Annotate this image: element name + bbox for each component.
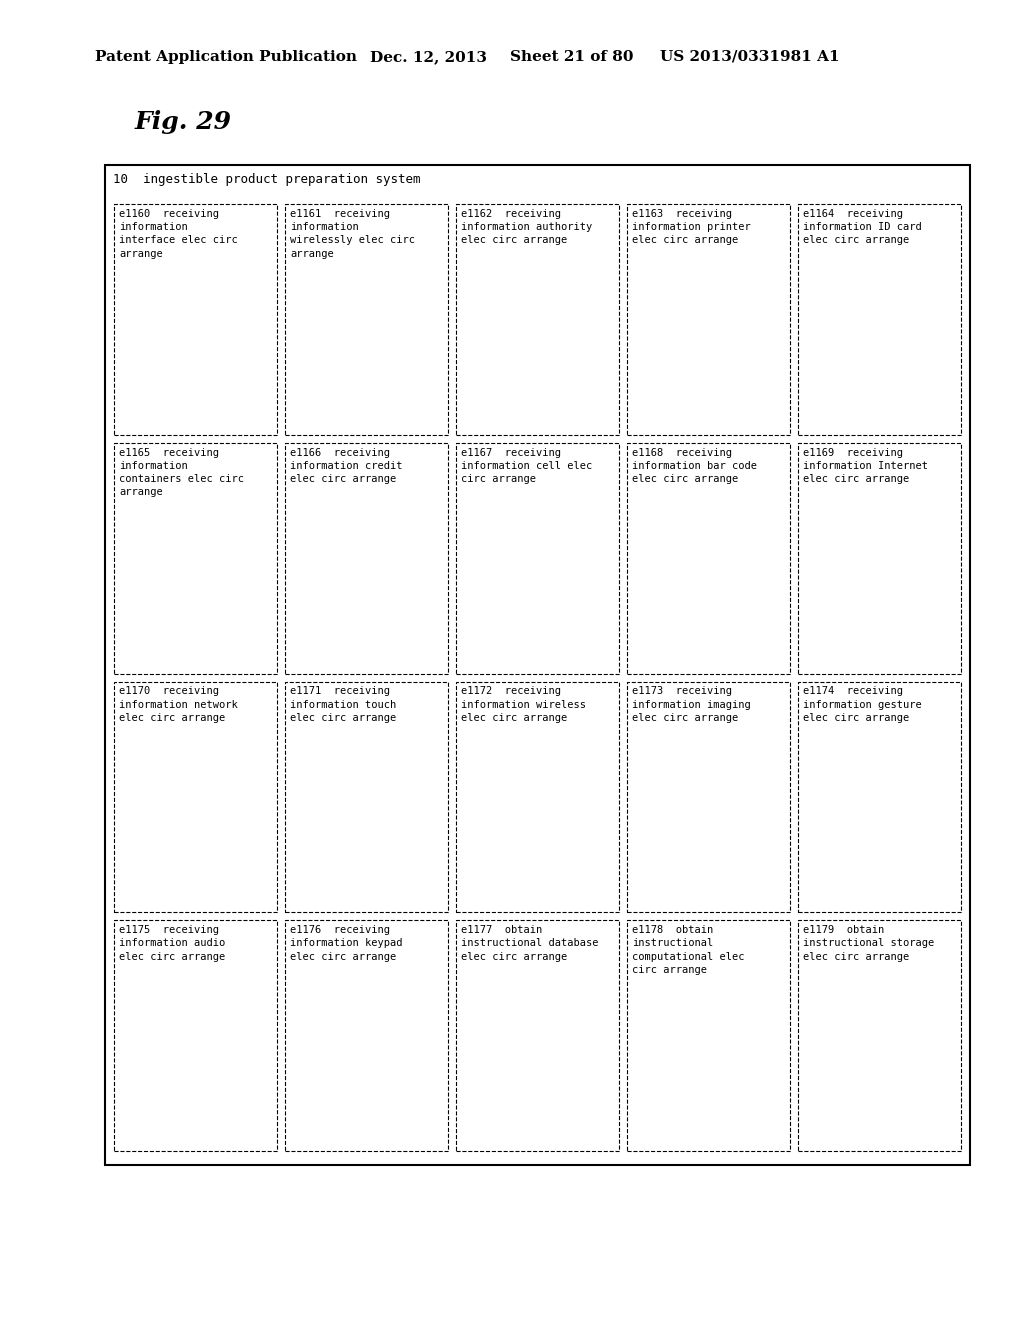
Text: e1171  receiving
information touch
elec circ arrange: e1171 receiving information touch elec c…: [290, 686, 396, 723]
Bar: [456, 681, 618, 912]
Bar: [285, 205, 449, 434]
Bar: [627, 442, 790, 673]
Bar: [798, 205, 961, 434]
Text: US 2013/0331981 A1: US 2013/0331981 A1: [660, 50, 840, 63]
Text: e1177  obtain
instructional database
elec circ arrange: e1177 obtain instructional database elec…: [461, 925, 598, 962]
Bar: [114, 442, 278, 673]
Bar: [798, 442, 961, 673]
Text: Fig. 29: Fig. 29: [135, 110, 232, 135]
Bar: [798, 681, 961, 912]
Text: e1165  receiving
information
containers elec circ
arrange: e1165 receiving information containers e…: [119, 447, 244, 498]
Bar: [627, 681, 790, 912]
Text: e1160  receiving
information
interface elec circ
arrange: e1160 receiving information interface el…: [119, 209, 238, 259]
Bar: [798, 920, 961, 1151]
Bar: [285, 442, 449, 673]
Bar: [456, 920, 618, 1151]
Bar: [114, 920, 278, 1151]
Text: e1173  receiving
information imaging
elec circ arrange: e1173 receiving information imaging elec…: [632, 686, 751, 723]
Bar: [456, 442, 618, 673]
Text: e1168  receiving
information bar code
elec circ arrange: e1168 receiving information bar code ele…: [632, 447, 757, 484]
Text: Patent Application Publication: Patent Application Publication: [95, 50, 357, 63]
Text: e1164  receiving
information ID card
elec circ arrange: e1164 receiving information ID card elec…: [803, 209, 922, 246]
Bar: [456, 205, 618, 434]
Text: e1166  receiving
information credit
elec circ arrange: e1166 receiving information credit elec …: [290, 447, 402, 484]
Bar: [105, 165, 970, 1166]
Text: e1178  obtain
instructional
computational elec
circ arrange: e1178 obtain instructional computational…: [632, 925, 744, 975]
Text: e1161  receiving
information
wirelessly elec circ
arrange: e1161 receiving information wirelessly e…: [290, 209, 415, 259]
Text: e1172  receiving
information wireless
elec circ arrange: e1172 receiving information wireless ele…: [461, 686, 586, 723]
Bar: [285, 681, 449, 912]
Text: e1169  receiving
information Internet
elec circ arrange: e1169 receiving information Internet ele…: [803, 447, 928, 484]
Text: e1176  receiving
information keypad
elec circ arrange: e1176 receiving information keypad elec …: [290, 925, 402, 962]
Text: e1179  obtain
instructional storage
elec circ arrange: e1179 obtain instructional storage elec …: [803, 925, 934, 962]
Text: 10  ingestible product preparation system: 10 ingestible product preparation system: [113, 173, 421, 186]
Bar: [114, 681, 278, 912]
Bar: [285, 920, 449, 1151]
Bar: [627, 205, 790, 434]
Text: e1175  receiving
information audio
elec circ arrange: e1175 receiving information audio elec c…: [119, 925, 225, 962]
Text: e1170  receiving
information network
elec circ arrange: e1170 receiving information network elec…: [119, 686, 238, 723]
Text: Sheet 21 of 80: Sheet 21 of 80: [510, 50, 634, 63]
Text: e1167  receiving
information cell elec
circ arrange: e1167 receiving information cell elec ci…: [461, 447, 592, 484]
Text: e1162  receiving
information authority
elec circ arrange: e1162 receiving information authority el…: [461, 209, 592, 246]
Text: Dec. 12, 2013: Dec. 12, 2013: [370, 50, 487, 63]
Bar: [627, 920, 790, 1151]
Bar: [114, 205, 278, 434]
Text: e1163  receiving
information printer
elec circ arrange: e1163 receiving information printer elec…: [632, 209, 751, 246]
Text: e1174  receiving
information gesture
elec circ arrange: e1174 receiving information gesture elec…: [803, 686, 922, 723]
